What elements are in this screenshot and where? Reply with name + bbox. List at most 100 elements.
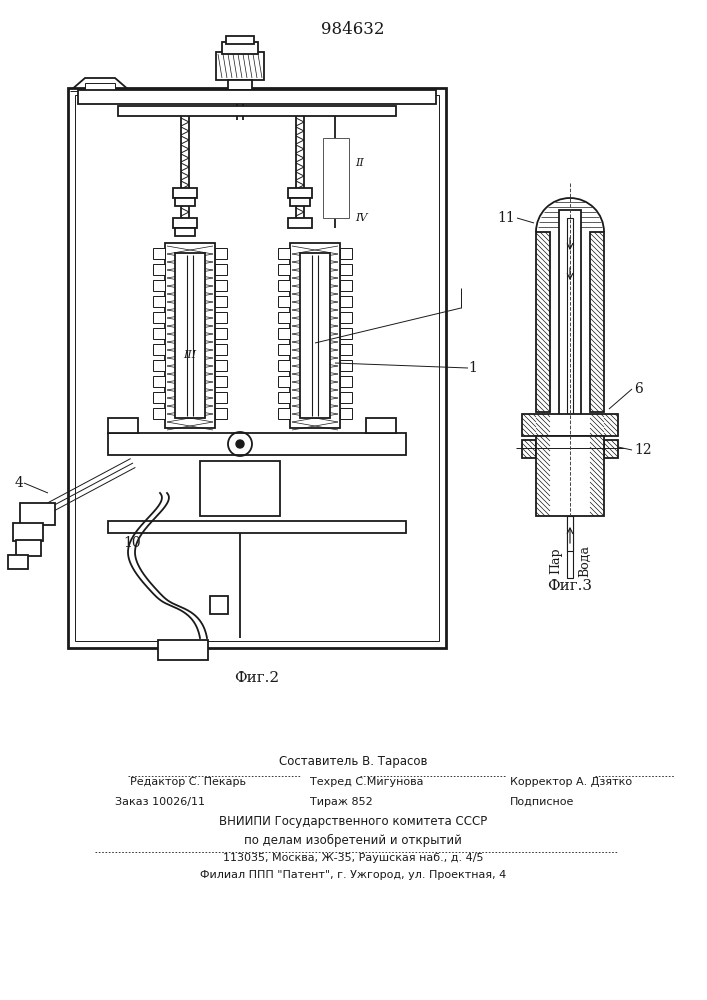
Bar	[153, 296, 165, 307]
Bar	[567, 218, 573, 578]
Bar	[278, 328, 290, 339]
Bar	[288, 218, 312, 228]
Bar	[226, 36, 254, 44]
Bar	[215, 328, 227, 339]
Text: 113035, Москва, Ж-35, Раушская наб., д. 4/5: 113035, Москва, Ж-35, Раушская наб., д. …	[223, 853, 484, 863]
Bar	[340, 408, 352, 419]
Bar	[323, 138, 349, 218]
Bar	[340, 248, 352, 259]
Bar	[300, 253, 330, 418]
Bar	[215, 376, 227, 387]
Bar	[200, 461, 280, 516]
Text: IV: IV	[355, 213, 368, 223]
Bar	[340, 344, 352, 355]
Bar	[153, 264, 165, 275]
Text: 6: 6	[634, 382, 643, 396]
Bar	[75, 95, 439, 641]
Text: Тираж 852: Тираж 852	[310, 797, 373, 807]
Bar	[536, 232, 550, 412]
Bar	[173, 188, 197, 198]
Bar	[340, 392, 352, 403]
Bar	[175, 198, 195, 206]
Bar	[78, 90, 436, 104]
Bar	[536, 436, 604, 516]
Bar	[278, 264, 290, 275]
Bar	[158, 640, 208, 660]
Text: Заказ 10026/11: Заказ 10026/11	[115, 797, 205, 807]
Bar	[290, 198, 310, 206]
Bar	[175, 228, 195, 236]
Bar	[340, 264, 352, 275]
Text: Редактор С. Пекарь: Редактор С. Пекарь	[130, 777, 246, 787]
Bar	[604, 440, 618, 458]
Bar	[215, 408, 227, 419]
Bar	[340, 328, 352, 339]
Bar	[175, 253, 205, 418]
Text: 984632: 984632	[321, 21, 385, 38]
Bar	[20, 503, 55, 525]
Bar	[153, 344, 165, 355]
Bar	[153, 376, 165, 387]
Bar	[278, 296, 290, 307]
Bar	[340, 360, 352, 371]
Bar	[590, 232, 604, 412]
Bar	[8, 555, 28, 569]
Text: Техред С.Мигунова: Техред С.Мигунова	[310, 777, 423, 787]
Text: 1: 1	[468, 361, 477, 375]
Bar	[340, 312, 352, 323]
Bar	[153, 280, 165, 291]
Bar	[153, 360, 165, 371]
Bar	[153, 328, 165, 339]
Bar	[153, 312, 165, 323]
Bar	[567, 516, 573, 551]
Bar	[215, 248, 227, 259]
Bar	[340, 280, 352, 291]
Bar	[215, 280, 227, 291]
Text: 11: 11	[497, 211, 515, 225]
Bar	[278, 392, 290, 403]
Bar	[278, 248, 290, 259]
Text: 4: 4	[14, 476, 23, 490]
Bar	[340, 296, 352, 307]
Bar	[278, 312, 290, 323]
Text: Составитель В. Тарасов: Составитель В. Тарасов	[279, 756, 427, 768]
Bar	[13, 523, 43, 541]
Text: 10: 10	[123, 536, 141, 550]
Text: ВНИИПИ Государственного комитета СССР: ВНИИПИ Государственного комитета СССР	[219, 816, 487, 828]
Bar	[108, 433, 406, 455]
Bar	[288, 188, 312, 198]
Bar	[278, 408, 290, 419]
Bar	[85, 83, 115, 101]
Bar	[215, 312, 227, 323]
Bar	[215, 264, 227, 275]
Text: Вода: Вода	[578, 545, 591, 577]
Text: Филиал ППП "Патент", г. Ужгород, ул. Проектная, 4: Филиал ППП "Патент", г. Ужгород, ул. Про…	[200, 870, 506, 880]
Bar	[108, 521, 406, 533]
Bar	[340, 376, 352, 387]
Bar	[153, 392, 165, 403]
Bar	[210, 596, 228, 614]
Bar	[153, 248, 165, 259]
Bar	[278, 360, 290, 371]
Bar	[215, 296, 227, 307]
Circle shape	[236, 440, 244, 448]
Bar	[118, 106, 396, 116]
Text: Пар: Пар	[549, 548, 562, 574]
Text: 12: 12	[634, 443, 652, 457]
Bar	[68, 88, 446, 648]
Text: Фиг.3: Фиг.3	[547, 579, 592, 593]
Bar	[173, 218, 197, 228]
Text: Фиг.2: Фиг.2	[235, 671, 279, 685]
Bar	[278, 344, 290, 355]
Bar	[232, 90, 248, 100]
Bar	[153, 408, 165, 419]
Text: по делам изобретений и открытий: по делам изобретений и открытий	[244, 833, 462, 847]
Text: II: II	[355, 158, 363, 168]
Bar	[215, 360, 227, 371]
Bar	[290, 243, 340, 428]
Bar	[278, 280, 290, 291]
Bar	[222, 42, 258, 54]
Text: Подписное: Подписное	[510, 797, 574, 807]
Bar	[108, 418, 138, 433]
Bar	[278, 376, 290, 387]
